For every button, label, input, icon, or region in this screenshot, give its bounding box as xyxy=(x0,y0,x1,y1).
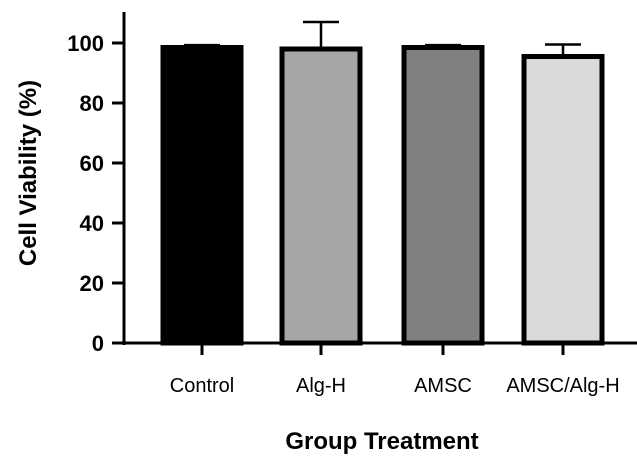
category-label-amsc: AMSC xyxy=(414,375,472,397)
y-tick-label-20: 20 xyxy=(80,271,104,296)
bar-amsc-alg-h xyxy=(521,54,605,346)
error-bars xyxy=(184,20,581,57)
y-tick-label-40: 40 xyxy=(80,211,104,236)
category-label-amsc-alg-h: AMSC/Alg-H xyxy=(506,375,619,397)
bar-amsc xyxy=(401,45,485,346)
category-label-alg-h: Alg-H xyxy=(296,375,346,397)
x-axis: Control Alg-H AMSC AMSC/Alg-H xyxy=(122,341,637,397)
y-tick-label-100: 100 xyxy=(67,31,104,56)
category-label-control: Control xyxy=(170,375,234,397)
y-axis-title: Cell Viability (%) xyxy=(15,80,42,266)
y-axis: 0 20 40 60 80 100 xyxy=(67,12,126,356)
y-ticks: 0 20 40 60 80 100 xyxy=(67,31,124,356)
y-tick-label-80: 80 xyxy=(80,91,104,116)
x-axis-title: Group Treatment xyxy=(285,428,478,455)
x-ticks: Control Alg-H AMSC AMSC/Alg-H xyxy=(170,343,620,397)
bars xyxy=(160,45,605,346)
y-tick-label-0: 0 xyxy=(92,331,104,356)
bar-alg-h xyxy=(279,46,363,346)
bar-control xyxy=(160,45,244,346)
y-tick-label-60: 60 xyxy=(80,151,104,176)
